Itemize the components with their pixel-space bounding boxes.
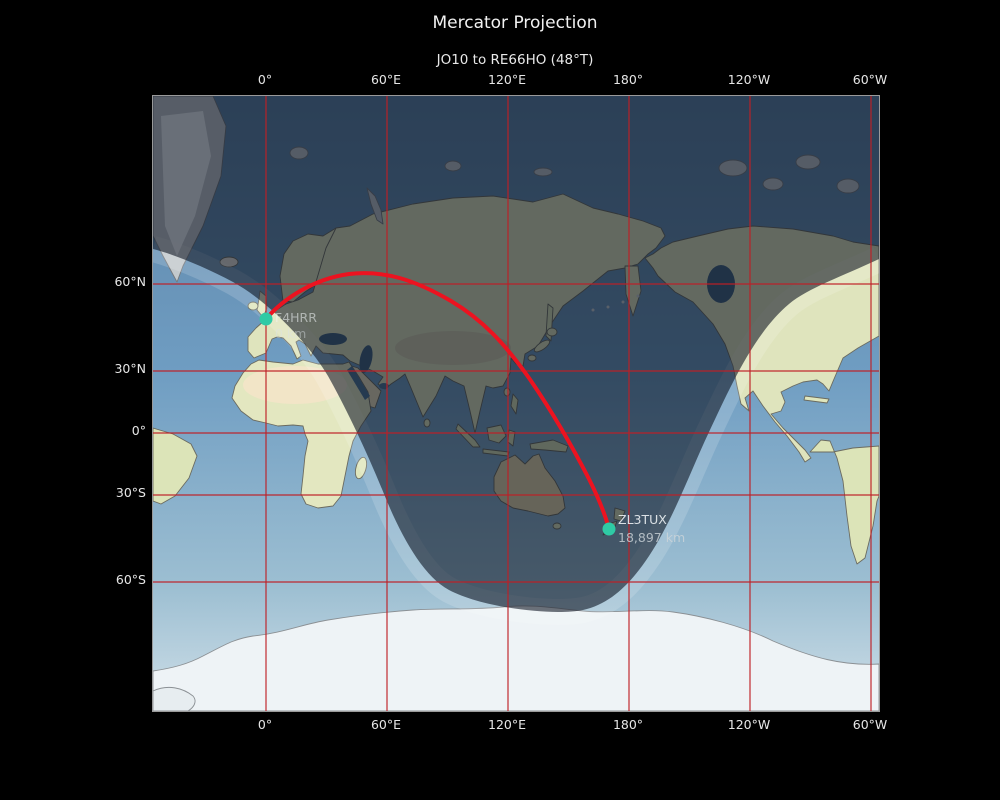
landmass-madagascar <box>354 456 368 480</box>
start-callsign-label: F4HRR <box>275 310 317 325</box>
left-tick-0: 0° <box>131 423 146 438</box>
landmass-south-america <box>809 439 879 565</box>
start-distance-label: 0 km <box>275 326 306 341</box>
landmass-cuba <box>803 395 830 404</box>
left-tick-60s: 60°S <box>115 572 146 587</box>
graticule <box>153 96 879 711</box>
top-tick-180: 180° <box>612 72 644 87</box>
plot-subtitle: JO10 to RE66HO (48°T) <box>436 52 594 68</box>
plot-title: Mercator Projection <box>432 13 598 33</box>
great-circle-path <box>264 271 611 531</box>
top-tick-120w: 120°W <box>727 72 771 87</box>
antarctic-peninsula <box>153 686 196 711</box>
bottom-tick-0: 0° <box>257 717 273 732</box>
left-tick-30n: 30°N <box>114 361 146 376</box>
bottom-tick-120e: 120°E <box>487 717 527 732</box>
end-marker[interactable] <box>602 522 616 536</box>
top-tick-0: 0° <box>257 72 273 87</box>
night-overlay <box>153 96 879 612</box>
bottom-tick-60e: 60°E <box>370 717 402 732</box>
world-map-canvas: F4HRR 0 km ZL3TUX 18,897 km <box>153 96 879 711</box>
end-distance-label: 18,897 km <box>618 530 685 545</box>
left-tick-30s: 30°S <box>115 485 146 500</box>
landmass-antarctica <box>153 605 879 711</box>
landmass-brazil-left-edge <box>153 427 198 505</box>
top-tick-60w: 60°W <box>852 72 888 87</box>
landmass-ireland <box>247 301 259 311</box>
top-tick-60e: 60°E <box>370 72 402 87</box>
bottom-tick-120w: 120°W <box>727 717 771 732</box>
bottom-tick-180: 180° <box>612 717 644 732</box>
bottom-tick-60w: 60°W <box>852 717 888 732</box>
top-tick-120e: 120°E <box>487 72 527 87</box>
left-tick-60n: 60°N <box>114 274 146 289</box>
start-marker[interactable] <box>259 312 273 326</box>
end-callsign-label: ZL3TUX <box>618 512 667 527</box>
map-axes: F4HRR 0 km ZL3TUX 18,897 km <box>152 95 880 712</box>
sahara-desert <box>243 366 347 404</box>
